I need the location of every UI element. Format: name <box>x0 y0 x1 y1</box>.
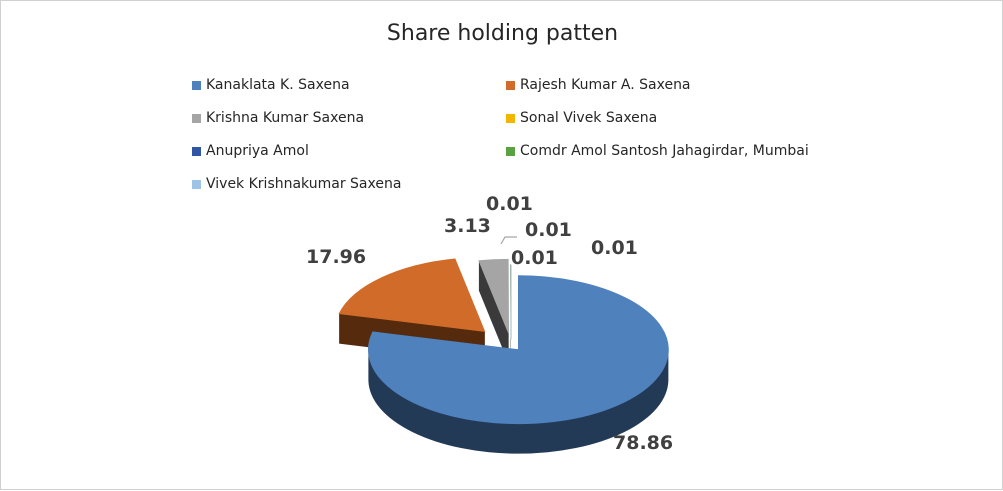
data-label: 17.96 <box>306 246 366 268</box>
data-label: 0.01 <box>486 193 533 215</box>
label-leader-line <box>501 237 517 244</box>
data-label: 0.01 <box>525 219 572 241</box>
data-label: 0.01 <box>591 237 638 259</box>
data-label: 78.86 <box>613 432 673 454</box>
data-label: 0.01 <box>511 247 558 269</box>
data-label: 3.13 <box>444 215 491 237</box>
